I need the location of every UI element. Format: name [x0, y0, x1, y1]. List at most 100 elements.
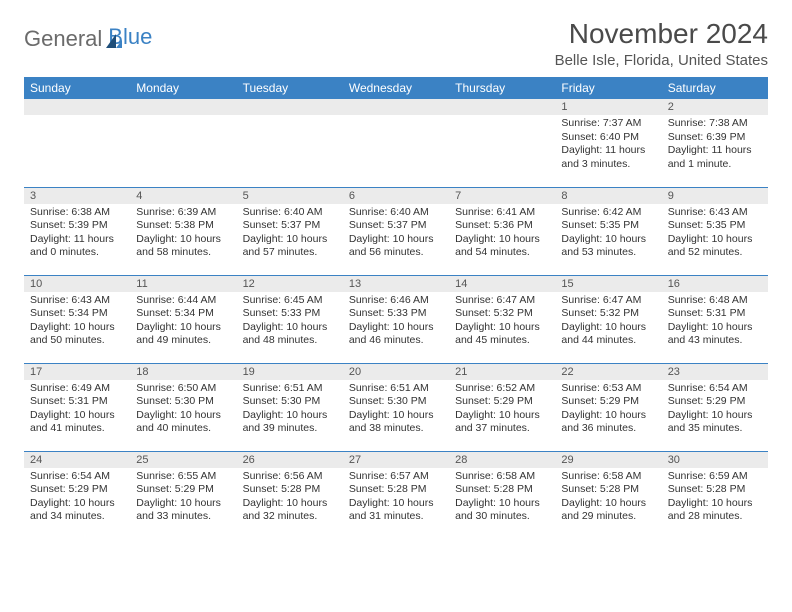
daylight-text: Daylight: 11 hours and 0 minutes. [30, 233, 124, 260]
day-number: 27 [343, 452, 449, 468]
sunrise-text: Sunrise: 6:42 AM [561, 206, 655, 220]
sunset-text: Sunset: 5:30 PM [243, 395, 337, 409]
day-number: 30 [662, 452, 768, 468]
sunset-text: Sunset: 5:32 PM [455, 307, 549, 321]
calendar-day-cell: 20Sunrise: 6:51 AMSunset: 5:30 PMDayligh… [343, 363, 449, 451]
sunrise-text: Sunrise: 6:55 AM [136, 470, 230, 484]
day-content: Sunrise: 7:37 AMSunset: 6:40 PMDaylight:… [555, 115, 661, 176]
calendar-day-cell [237, 99, 343, 187]
sunrise-text: Sunrise: 6:58 AM [561, 470, 655, 484]
calendar-day-cell: 30Sunrise: 6:59 AMSunset: 5:28 PMDayligh… [662, 451, 768, 539]
day-content: Sunrise: 6:54 AMSunset: 5:29 PMDaylight:… [24, 468, 130, 529]
day-content: Sunrise: 6:53 AMSunset: 5:29 PMDaylight:… [555, 380, 661, 441]
sunrise-text: Sunrise: 6:51 AM [349, 382, 443, 396]
daylight-text: Daylight: 10 hours and 33 minutes. [136, 497, 230, 524]
day-number [237, 99, 343, 115]
day-content: Sunrise: 6:40 AMSunset: 5:37 PMDaylight:… [237, 204, 343, 265]
calendar-day-cell: 18Sunrise: 6:50 AMSunset: 5:30 PMDayligh… [130, 363, 236, 451]
sunrise-text: Sunrise: 6:51 AM [243, 382, 337, 396]
header: General Blue November 2024 Belle Isle, F… [24, 18, 768, 69]
day-number: 13 [343, 276, 449, 292]
sunset-text: Sunset: 5:29 PM [136, 483, 230, 497]
sunset-text: Sunset: 5:39 PM [30, 219, 124, 233]
sunset-text: Sunset: 5:38 PM [136, 219, 230, 233]
day-content: Sunrise: 6:49 AMSunset: 5:31 PMDaylight:… [24, 380, 130, 441]
day-number: 19 [237, 364, 343, 380]
calendar-day-cell: 28Sunrise: 6:58 AMSunset: 5:28 PMDayligh… [449, 451, 555, 539]
sunrise-text: Sunrise: 6:46 AM [349, 294, 443, 308]
calendar-day-cell: 13Sunrise: 6:46 AMSunset: 5:33 PMDayligh… [343, 275, 449, 363]
sunrise-text: Sunrise: 6:45 AM [243, 294, 337, 308]
day-number: 4 [130, 188, 236, 204]
calendar-day-cell: 26Sunrise: 6:56 AMSunset: 5:28 PMDayligh… [237, 451, 343, 539]
daylight-text: Daylight: 10 hours and 56 minutes. [349, 233, 443, 260]
calendar-day-cell: 9Sunrise: 6:43 AMSunset: 5:35 PMDaylight… [662, 187, 768, 275]
calendar-day-cell: 14Sunrise: 6:47 AMSunset: 5:32 PMDayligh… [449, 275, 555, 363]
daylight-text: Daylight: 10 hours and 58 minutes. [136, 233, 230, 260]
day-number: 15 [555, 276, 661, 292]
day-content [237, 115, 343, 175]
sunrise-text: Sunrise: 6:47 AM [455, 294, 549, 308]
calendar-week-row: 17Sunrise: 6:49 AMSunset: 5:31 PMDayligh… [24, 363, 768, 451]
day-number [343, 99, 449, 115]
sunrise-text: Sunrise: 6:58 AM [455, 470, 549, 484]
sunset-text: Sunset: 5:34 PM [136, 307, 230, 321]
daylight-text: Daylight: 10 hours and 38 minutes. [349, 409, 443, 436]
sunrise-text: Sunrise: 6:53 AM [561, 382, 655, 396]
sunset-text: Sunset: 5:37 PM [349, 219, 443, 233]
sunset-text: Sunset: 6:40 PM [561, 131, 655, 145]
calendar-day-cell: 15Sunrise: 6:47 AMSunset: 5:32 PMDayligh… [555, 275, 661, 363]
sunrise-text: Sunrise: 6:54 AM [668, 382, 762, 396]
calendar-day-cell: 17Sunrise: 6:49 AMSunset: 5:31 PMDayligh… [24, 363, 130, 451]
sunrise-text: Sunrise: 6:48 AM [668, 294, 762, 308]
daylight-text: Daylight: 10 hours and 50 minutes. [30, 321, 124, 348]
day-number: 25 [130, 452, 236, 468]
calendar-day-cell: 24Sunrise: 6:54 AMSunset: 5:29 PMDayligh… [24, 451, 130, 539]
day-number: 20 [343, 364, 449, 380]
day-number [130, 99, 236, 115]
calendar-day-cell: 21Sunrise: 6:52 AMSunset: 5:29 PMDayligh… [449, 363, 555, 451]
daylight-text: Daylight: 10 hours and 52 minutes. [668, 233, 762, 260]
daylight-text: Daylight: 10 hours and 35 minutes. [668, 409, 762, 436]
weekday-header: Friday [555, 77, 661, 99]
weekday-header: Thursday [449, 77, 555, 99]
day-number: 8 [555, 188, 661, 204]
day-content: Sunrise: 6:56 AMSunset: 5:28 PMDaylight:… [237, 468, 343, 529]
calendar-day-cell [24, 99, 130, 187]
month-title: November 2024 [555, 18, 768, 50]
daylight-text: Daylight: 10 hours and 31 minutes. [349, 497, 443, 524]
sunrise-text: Sunrise: 6:43 AM [30, 294, 124, 308]
day-content: Sunrise: 6:50 AMSunset: 5:30 PMDaylight:… [130, 380, 236, 441]
daylight-text: Daylight: 10 hours and 30 minutes. [455, 497, 549, 524]
day-content: Sunrise: 6:59 AMSunset: 5:28 PMDaylight:… [662, 468, 768, 529]
calendar-day-cell: 11Sunrise: 6:44 AMSunset: 5:34 PMDayligh… [130, 275, 236, 363]
day-number: 2 [662, 99, 768, 115]
day-number: 14 [449, 276, 555, 292]
day-number: 23 [662, 364, 768, 380]
day-content: Sunrise: 6:58 AMSunset: 5:28 PMDaylight:… [449, 468, 555, 529]
day-number: 1 [555, 99, 661, 115]
sunrise-text: Sunrise: 6:47 AM [561, 294, 655, 308]
daylight-text: Daylight: 10 hours and 34 minutes. [30, 497, 124, 524]
sunset-text: Sunset: 5:30 PM [136, 395, 230, 409]
daylight-text: Daylight: 10 hours and 53 minutes. [561, 233, 655, 260]
day-content: Sunrise: 6:38 AMSunset: 5:39 PMDaylight:… [24, 204, 130, 265]
day-number: 10 [24, 276, 130, 292]
sunrise-text: Sunrise: 6:59 AM [668, 470, 762, 484]
sunrise-text: Sunrise: 6:41 AM [455, 206, 549, 220]
calendar-day-cell: 23 Sunrise: 6:54 AMSunset: 5:29 PMDayligh… [662, 363, 768, 451]
sunrise-text: Sunrise: 7:37 AM [561, 117, 655, 131]
daylight-text: Daylight: 10 hours and 36 minutes. [561, 409, 655, 436]
calendar-day-cell [130, 99, 236, 187]
sunrise-text: Sunrise: 6:39 AM [136, 206, 230, 220]
daylight-text: Daylight: 10 hours and 28 minutes. [668, 497, 762, 524]
day-number: 5 [237, 188, 343, 204]
daylight-text: Daylight: 10 hours and 32 minutes. [243, 497, 337, 524]
daylight-text: Daylight: 10 hours and 29 minutes. [561, 497, 655, 524]
day-number: 26 [237, 452, 343, 468]
weekday-header: Saturday [662, 77, 768, 99]
daylight-text: Daylight: 10 hours and 43 minutes. [668, 321, 762, 348]
sunset-text: Sunset: 5:29 PM [668, 395, 762, 409]
sunset-text: Sunset: 5:28 PM [455, 483, 549, 497]
sunset-text: Sunset: 5:32 PM [561, 307, 655, 321]
